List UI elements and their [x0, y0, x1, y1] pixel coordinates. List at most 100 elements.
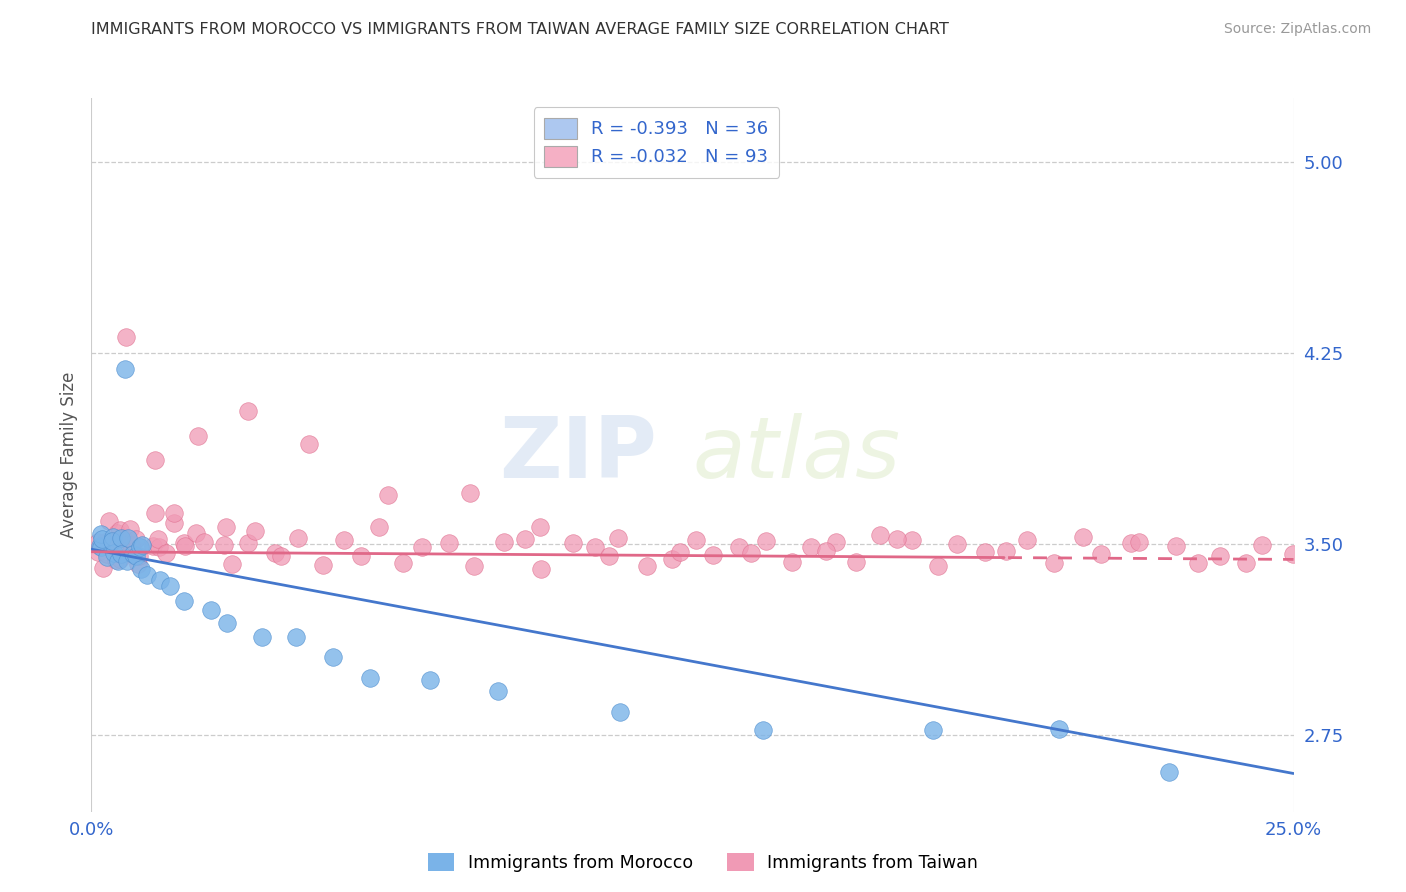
Text: ZIP: ZIP — [499, 413, 657, 497]
Point — [131, 538, 153, 552]
Point — [143, 453, 166, 467]
Point — [173, 594, 195, 608]
Point — [128, 549, 150, 564]
Point — [117, 531, 139, 545]
Point — [1071, 530, 1094, 544]
Point — [212, 538, 235, 552]
Point — [107, 543, 129, 558]
Point — [96, 547, 118, 561]
Point — [173, 536, 195, 550]
Legend: R = -0.393   N = 36, R = -0.032   N = 93: R = -0.393 N = 36, R = -0.032 N = 93 — [533, 107, 779, 178]
Point — [685, 533, 707, 548]
Point — [922, 723, 945, 737]
Point — [995, 544, 1018, 558]
Point — [236, 404, 259, 418]
Point — [886, 532, 908, 546]
Point — [702, 548, 724, 562]
Point — [359, 671, 381, 685]
Point — [901, 533, 924, 548]
Point — [243, 524, 266, 538]
Point — [162, 506, 184, 520]
Point — [146, 533, 169, 547]
Point — [530, 562, 553, 576]
Point — [108, 552, 131, 566]
Point — [110, 531, 132, 545]
Point — [115, 554, 138, 568]
Point — [217, 615, 239, 630]
Point — [752, 723, 775, 738]
Point — [159, 578, 181, 592]
Point — [107, 553, 129, 567]
Point — [162, 516, 184, 530]
Point — [135, 568, 157, 582]
Point — [1166, 539, 1188, 553]
Point — [636, 559, 658, 574]
Point — [1234, 556, 1257, 570]
Point — [105, 526, 128, 541]
Point — [1090, 547, 1112, 561]
Point — [945, 537, 967, 551]
Point — [112, 531, 135, 545]
Point — [93, 561, 115, 575]
Point — [825, 534, 848, 549]
Point — [155, 546, 177, 560]
Point — [298, 437, 321, 451]
Point — [782, 555, 804, 569]
Point — [1121, 536, 1143, 550]
Point — [869, 528, 891, 542]
Point — [529, 519, 551, 533]
Point — [845, 555, 868, 569]
Point — [439, 536, 461, 550]
Text: atlas: atlas — [692, 413, 900, 497]
Point — [193, 535, 215, 549]
Point — [142, 539, 165, 553]
Point — [322, 649, 344, 664]
Point — [108, 523, 131, 537]
Point — [562, 535, 585, 549]
Point — [120, 538, 142, 552]
Point — [515, 533, 537, 547]
Point — [94, 535, 117, 549]
Point — [270, 549, 292, 563]
Point — [87, 535, 110, 549]
Point — [252, 630, 274, 644]
Point — [120, 523, 142, 537]
Point — [1187, 556, 1209, 570]
Point — [494, 535, 516, 549]
Point — [101, 533, 124, 548]
Point — [89, 539, 111, 553]
Point — [187, 429, 209, 443]
Point — [755, 534, 778, 549]
Point — [87, 545, 110, 559]
Point — [609, 705, 631, 719]
Point — [90, 541, 112, 555]
Point — [110, 543, 132, 558]
Point — [368, 520, 391, 534]
Point — [1281, 547, 1303, 561]
Point — [129, 561, 152, 575]
Point — [669, 545, 692, 559]
Point — [101, 530, 124, 544]
Point — [125, 549, 148, 563]
Point — [115, 330, 138, 344]
Point — [114, 362, 136, 376]
Point — [1250, 538, 1272, 552]
Point — [814, 544, 837, 558]
Point — [1209, 549, 1232, 563]
Point — [264, 546, 287, 560]
Text: Source: ZipAtlas.com: Source: ZipAtlas.com — [1223, 22, 1371, 37]
Point — [221, 558, 243, 572]
Point — [200, 602, 222, 616]
Point — [104, 553, 127, 567]
Legend: Immigrants from Morocco, Immigrants from Taiwan: Immigrants from Morocco, Immigrants from… — [420, 847, 986, 879]
Point — [127, 557, 149, 571]
Point — [91, 532, 114, 546]
Point — [90, 526, 112, 541]
Point — [148, 540, 170, 554]
Point — [333, 533, 356, 548]
Point — [287, 532, 309, 546]
Point — [1043, 556, 1066, 570]
Point — [800, 541, 823, 555]
Point — [96, 549, 118, 564]
Point — [458, 485, 481, 500]
